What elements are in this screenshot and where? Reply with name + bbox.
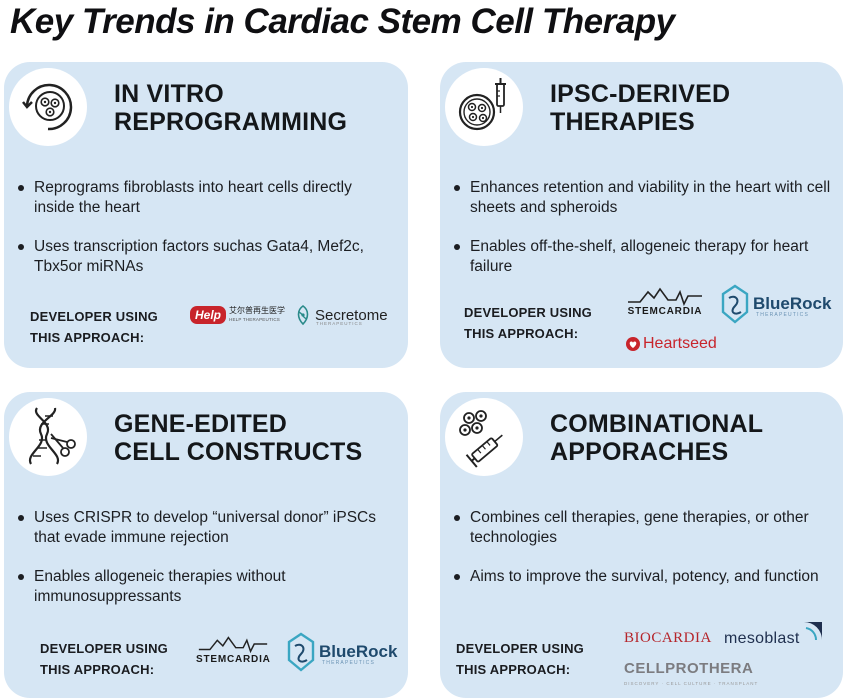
developer-label: DEVELOPER USING THIS APPROACH: xyxy=(30,306,158,348)
developer-label-line: DEVELOPER USING xyxy=(456,638,584,659)
bullet-list: Enhances retention and viability in the … xyxy=(452,178,832,296)
stemcardia-wordmark: STEMCARDIA xyxy=(196,654,271,665)
heartseed-logo: Heartseed xyxy=(626,335,717,353)
bluerock-logo: BlueRock THERAPEUTICS xyxy=(286,632,397,672)
biocardia-logo: BIOCARDIA xyxy=(624,630,712,647)
stemcardia-wordmark: STEMCARDIA xyxy=(628,306,703,317)
bullet-item: Combines cell therapies, gene therapies,… xyxy=(452,508,832,548)
developer-label-line: THIS APPROACH: xyxy=(30,327,158,348)
bullet-item: Enables off-the-shelf, allogeneic therap… xyxy=(452,237,832,277)
developer-label: DEVELOPER USING THIS APPROACH: xyxy=(40,638,168,680)
icon-badge xyxy=(445,398,523,476)
cellprothera-wordmark: CELLPROTHERA xyxy=(624,660,753,677)
dna-scissors-icon xyxy=(17,406,79,468)
cellprothera-logo: CELLPROTHERA DISCOVERY · CELL CULTURE · … xyxy=(624,660,753,677)
mesoblast-logo: mesoblast xyxy=(724,616,824,648)
stemcardia-mountain-heartbeat-icon xyxy=(197,634,269,654)
card-heading-line: GENE-EDITED xyxy=(114,410,362,438)
card-heading-line: CELL CONSTRUCTS xyxy=(114,438,362,466)
bluerock-mark-icon xyxy=(720,284,750,324)
card-heading: COMBINATIONAL APPORACHES xyxy=(550,410,763,466)
card-heading-line: REPROGRAMMING xyxy=(114,108,347,136)
developer-label: DEVELOPER USING THIS APPROACH: xyxy=(464,302,592,344)
stemcardia-mountain-heartbeat-icon xyxy=(626,286,704,306)
bullet-list: Combines cell therapies, gene therapies,… xyxy=(452,508,832,606)
card-heading-line: APPORACHES xyxy=(550,438,763,466)
heart-icon xyxy=(626,337,640,351)
page-title: Key Trends in Cardiac Stem Cell Therapy xyxy=(10,2,675,42)
bullet-item: Uses CRISPR to develop “universal donor”… xyxy=(16,508,396,548)
bullet-item: Enhances retention and viability in the … xyxy=(452,178,832,218)
bluerock-wordmark: BlueRock xyxy=(753,294,831,314)
help-english-name: HELP THERAPEUTICS xyxy=(229,315,285,324)
bluerock-tagline: THERAPEUTICS xyxy=(322,660,375,666)
cells-syringe-icon xyxy=(453,406,515,468)
heartseed-wordmark: Heartseed xyxy=(643,335,717,353)
stemcardia-logo: STEMCARDIA xyxy=(196,634,271,665)
bluerock-logo: BlueRock THERAPEUTICS xyxy=(720,284,831,324)
cell-dish-syringe-icon xyxy=(453,76,515,138)
card-combinational-approaches: COMBINATIONAL APPORACHES Combines cell t… xyxy=(440,392,843,698)
developer-label-line: THIS APPROACH: xyxy=(464,323,592,344)
card-heading: IN VITRO REPROGRAMMING xyxy=(114,80,347,136)
developer-label-line: THIS APPROACH: xyxy=(40,659,168,680)
card-ipsc-derived-therapies: IPSC-DERIVED THERAPIES Enhances retentio… xyxy=(440,62,843,368)
bluerock-mark-icon xyxy=(286,632,316,672)
bullet-list: Reprograms fibroblasts into heart cells … xyxy=(16,178,396,296)
bullet-list: Uses CRISPR to develop “universal donor”… xyxy=(16,508,396,626)
icon-badge xyxy=(9,398,87,476)
secretome-mark-icon xyxy=(294,304,312,326)
petri-dish-cycle-icon xyxy=(17,76,79,138)
developer-label: DEVELOPER USING THIS APPROACH: xyxy=(456,638,584,680)
help-badge: Help xyxy=(190,306,226,324)
card-heading-line: IPSC-DERIVED xyxy=(550,80,730,108)
developer-label-line: THIS APPROACH: xyxy=(456,659,584,680)
card-heading-line: THERAPIES xyxy=(550,108,730,136)
card-in-vitro-reprogramming: IN VITRO REPROGRAMMING Reprograms fibrob… xyxy=(4,62,408,368)
bluerock-wordmark: BlueRock xyxy=(319,642,397,662)
biocardia-wordmark: BIOCARDIA xyxy=(624,630,712,647)
developer-label-line: DEVELOPER USING xyxy=(30,306,158,327)
developer-label-line: DEVELOPER USING xyxy=(40,638,168,659)
mesoblast-wordmark: mesoblast xyxy=(724,630,800,648)
bullet-item: Reprograms fibroblasts into heart cells … xyxy=(16,178,396,218)
secretome-tagline: THERAPEUTICS xyxy=(316,321,363,326)
secretome-logo: Secretome THERAPEUTICS xyxy=(294,304,388,326)
card-heading-line: COMBINATIONAL xyxy=(550,410,763,438)
icon-badge xyxy=(9,68,87,146)
stemcardia-logo: STEMCARDIA xyxy=(626,286,704,317)
card-heading-line: IN VITRO xyxy=(114,80,347,108)
bullet-item: Enables allogeneic therapies without imm… xyxy=(16,567,396,607)
developer-label-line: DEVELOPER USING xyxy=(464,302,592,323)
card-heading: GENE-EDITED CELL CONSTRUCTS xyxy=(114,410,362,466)
mesoblast-mark-icon xyxy=(802,620,824,644)
bluerock-tagline: THERAPEUTICS xyxy=(756,312,809,318)
card-heading: IPSC-DERIVED THERAPIES xyxy=(550,80,730,136)
bullet-item: Aims to improve the survival, potency, a… xyxy=(452,567,832,587)
cellprothera-tagline: DISCOVERY · CELL CULTURE · TRANSPLANT xyxy=(624,681,758,686)
help-chinese-name: 艾尔普再生医学 xyxy=(229,306,285,315)
bullet-item: Uses transcription factors suchas Gata4,… xyxy=(16,237,396,277)
help-therapeutics-logo: Help 艾尔普再生医学 HELP THERAPEUTICS xyxy=(190,306,285,324)
icon-badge xyxy=(445,68,523,146)
card-gene-edited-cell-constructs: GENE-EDITED CELL CONSTRUCTS Uses CRISPR … xyxy=(4,392,408,698)
